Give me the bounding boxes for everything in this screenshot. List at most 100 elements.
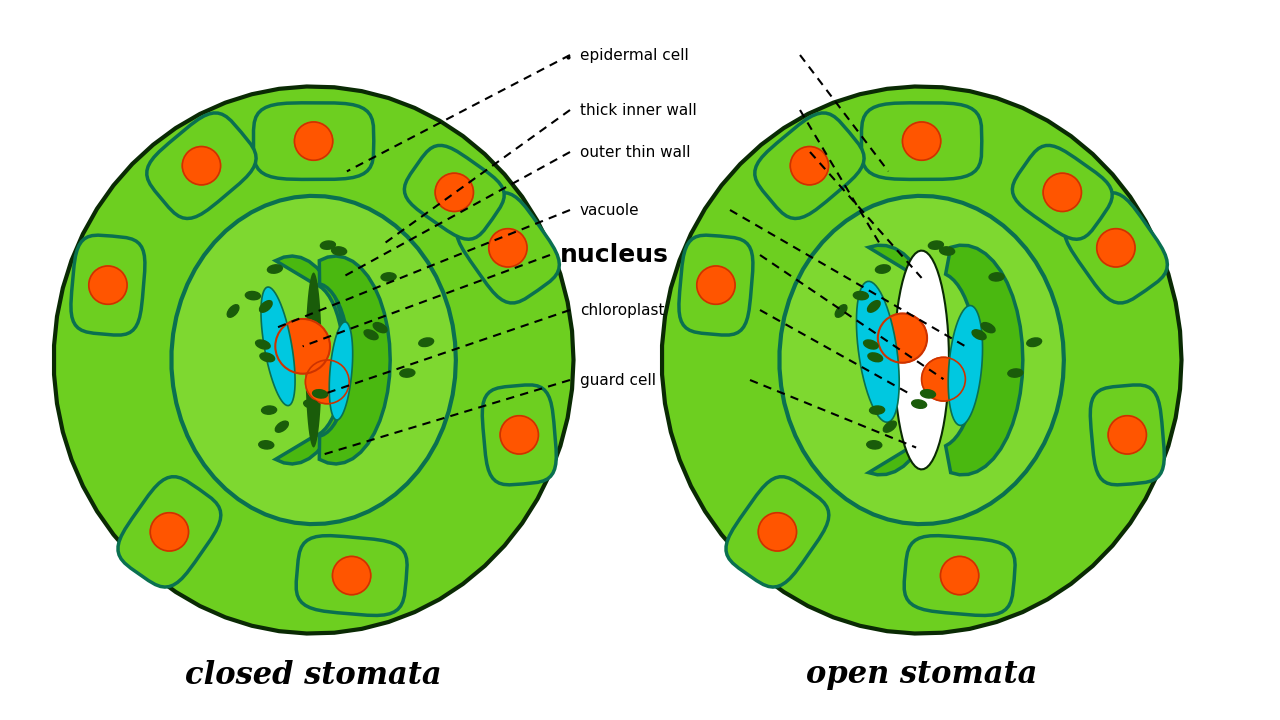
Polygon shape <box>662 86 1181 634</box>
Circle shape <box>88 266 127 305</box>
Polygon shape <box>948 305 983 426</box>
Polygon shape <box>726 477 829 587</box>
Circle shape <box>902 122 941 161</box>
Polygon shape <box>329 322 353 420</box>
Polygon shape <box>1012 145 1112 239</box>
Ellipse shape <box>876 265 891 273</box>
Polygon shape <box>319 256 390 464</box>
Circle shape <box>306 360 349 404</box>
Ellipse shape <box>940 247 955 255</box>
Text: epidermal cell: epidermal cell <box>580 48 689 63</box>
Ellipse shape <box>381 273 396 281</box>
Ellipse shape <box>867 441 882 449</box>
Circle shape <box>500 415 539 454</box>
Ellipse shape <box>419 338 434 346</box>
Ellipse shape <box>246 292 260 300</box>
Ellipse shape <box>854 292 868 300</box>
Ellipse shape <box>868 353 883 361</box>
Ellipse shape <box>259 441 274 449</box>
Polygon shape <box>275 256 347 464</box>
Polygon shape <box>678 235 753 335</box>
Ellipse shape <box>883 421 896 432</box>
Text: thick inner wall: thick inner wall <box>580 102 696 117</box>
Circle shape <box>150 513 188 551</box>
Polygon shape <box>755 113 864 218</box>
Circle shape <box>435 174 474 212</box>
Ellipse shape <box>374 323 387 333</box>
Text: guard cell: guard cell <box>580 372 655 387</box>
Polygon shape <box>118 477 221 587</box>
Polygon shape <box>948 305 983 426</box>
Polygon shape <box>261 287 296 405</box>
Polygon shape <box>306 272 321 448</box>
Polygon shape <box>895 251 948 469</box>
Circle shape <box>878 313 927 363</box>
Ellipse shape <box>972 330 986 340</box>
Ellipse shape <box>303 400 319 408</box>
Ellipse shape <box>920 390 936 398</box>
Polygon shape <box>780 196 1064 524</box>
Circle shape <box>758 513 796 551</box>
Polygon shape <box>861 103 982 179</box>
Ellipse shape <box>1007 369 1023 377</box>
Polygon shape <box>54 86 573 634</box>
Polygon shape <box>457 193 559 303</box>
Text: open stomata: open stomata <box>806 660 1037 690</box>
Polygon shape <box>856 282 899 423</box>
Ellipse shape <box>864 340 878 349</box>
Polygon shape <box>1065 193 1167 303</box>
Text: vacuole: vacuole <box>580 202 640 217</box>
Polygon shape <box>483 385 557 485</box>
Ellipse shape <box>911 400 927 408</box>
Ellipse shape <box>868 301 881 312</box>
Polygon shape <box>54 86 573 634</box>
Text: closed stomata: closed stomata <box>186 660 442 690</box>
Ellipse shape <box>836 305 847 318</box>
Ellipse shape <box>256 340 270 349</box>
Ellipse shape <box>332 247 347 255</box>
Circle shape <box>182 147 220 185</box>
Circle shape <box>275 319 330 374</box>
Ellipse shape <box>869 406 884 414</box>
Polygon shape <box>296 536 407 616</box>
Ellipse shape <box>312 390 328 398</box>
Ellipse shape <box>1027 338 1042 346</box>
Polygon shape <box>1091 385 1165 485</box>
Text: chloroplast: chloroplast <box>580 302 664 318</box>
Circle shape <box>1108 415 1147 454</box>
Ellipse shape <box>260 353 275 361</box>
Circle shape <box>294 122 333 161</box>
Polygon shape <box>662 86 1181 634</box>
Ellipse shape <box>928 241 943 249</box>
Ellipse shape <box>320 241 335 249</box>
Polygon shape <box>172 196 456 524</box>
Polygon shape <box>70 235 145 335</box>
Circle shape <box>1043 174 1082 212</box>
Polygon shape <box>904 536 1015 616</box>
Polygon shape <box>261 287 296 405</box>
Text: nucleus: nucleus <box>559 243 669 267</box>
Circle shape <box>333 557 371 595</box>
Polygon shape <box>253 103 374 179</box>
Circle shape <box>941 557 979 595</box>
Ellipse shape <box>228 305 239 318</box>
Polygon shape <box>404 145 504 239</box>
Ellipse shape <box>399 369 415 377</box>
Polygon shape <box>869 246 943 474</box>
Ellipse shape <box>982 323 995 333</box>
Ellipse shape <box>989 273 1004 281</box>
Ellipse shape <box>275 421 288 432</box>
Polygon shape <box>895 251 948 469</box>
Circle shape <box>922 357 965 401</box>
Ellipse shape <box>260 301 273 312</box>
Polygon shape <box>856 282 899 423</box>
Polygon shape <box>946 246 1023 474</box>
Circle shape <box>696 266 735 305</box>
Polygon shape <box>329 322 353 420</box>
Circle shape <box>1097 229 1135 267</box>
Text: outer thin wall: outer thin wall <box>580 145 690 160</box>
Ellipse shape <box>268 265 283 273</box>
Ellipse shape <box>364 330 378 340</box>
Ellipse shape <box>261 406 276 414</box>
Circle shape <box>489 229 527 267</box>
